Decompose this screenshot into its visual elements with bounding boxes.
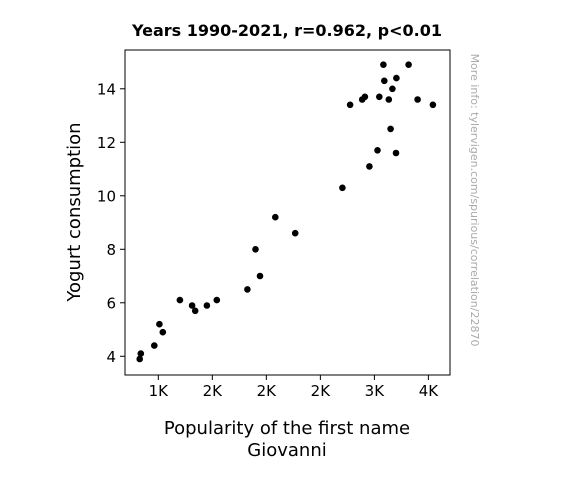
data-point [291,229,299,237]
data-point [381,77,388,85]
data-point [346,101,354,109]
data-point [429,101,437,109]
data-point [137,350,145,357]
x-tick-label: 2K [257,382,278,400]
data-point [414,96,421,103]
data-point [176,296,184,304]
y-tick-label: 14 [97,80,116,98]
plot-frame [124,49,451,376]
data-points [136,61,437,363]
data-point [366,163,373,170]
data-point [405,61,412,68]
y-tick-label: 4 [106,348,116,366]
data-point [252,246,259,253]
y-axis-label: Yogurt consumption [64,122,85,302]
x-tick-label: 4K [419,382,440,400]
data-point [244,286,251,293]
x-tick-label: 3K [365,382,386,400]
x-tick-label: 2K [311,382,332,400]
data-point [380,61,387,68]
y-axis-ticks: 4 6 8 10 12 14 [97,80,125,366]
data-point [387,125,394,133]
source-note: More info: tylervigen.com/spurious/corre… [468,54,481,347]
data-point [272,213,279,221]
chart-title: Years 1990-2021, r=0.962, p<0.01 [131,21,442,40]
data-point [256,272,264,280]
y-tick-label: 10 [97,187,116,205]
data-point [376,93,383,101]
data-point [151,342,158,349]
x-tick-label: 2K [203,382,224,400]
data-point [392,149,400,157]
data-point [389,85,396,93]
data-point [203,302,211,309]
data-point [156,320,163,328]
x-axis-label-line1: Popularity of the first name [164,418,410,439]
data-point [213,296,221,304]
data-point [188,302,196,309]
y-tick-label: 6 [106,294,116,312]
data-point [136,355,143,363]
x-axis-label-line2: Giovanni [247,440,326,461]
y-tick-label: 12 [97,134,116,152]
data-point [339,184,346,192]
y-tick-label: 8 [106,241,116,259]
plot-area [124,49,451,376]
data-point [393,74,400,82]
x-tick-label: 1K [149,382,170,400]
data-point [361,93,369,101]
data-point [385,96,393,103]
data-point [159,328,167,336]
data-point [191,307,199,315]
data-point [374,147,381,154]
x-axis-ticks: 1K 2K 2K 2K 3K 4K [149,375,440,400]
